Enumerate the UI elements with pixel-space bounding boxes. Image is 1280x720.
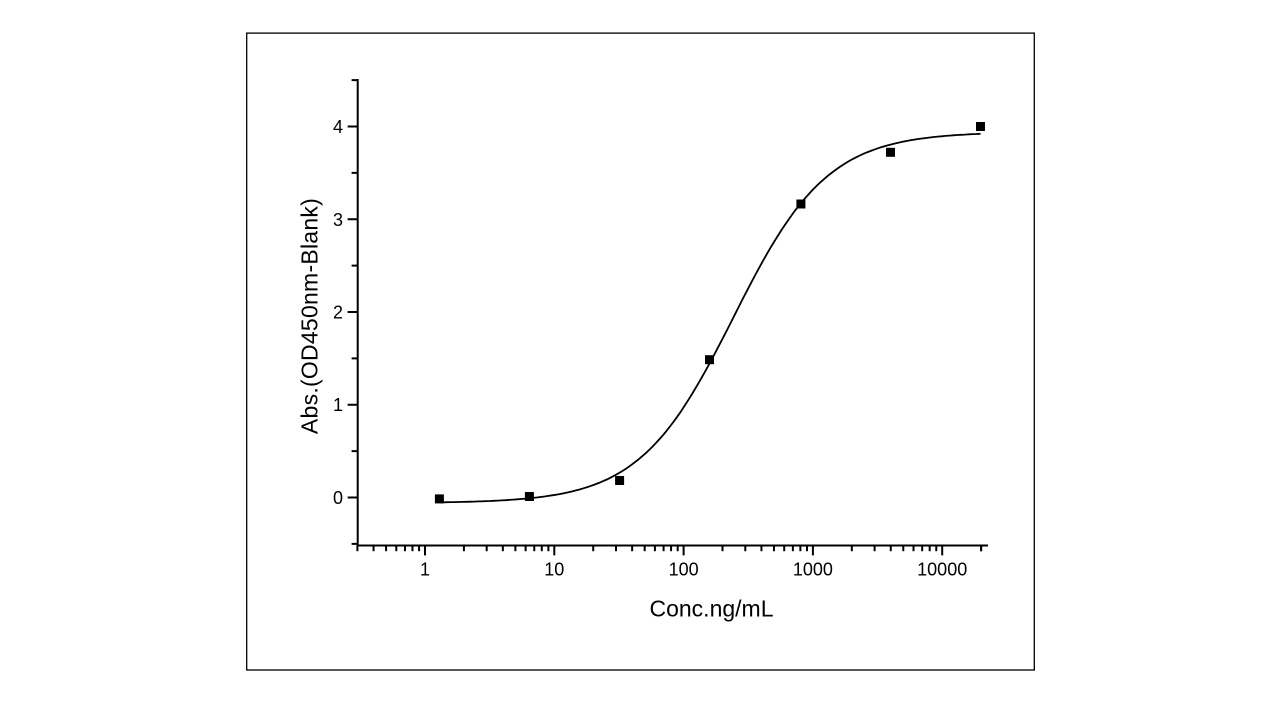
svg-text:0: 0 <box>333 488 343 508</box>
svg-text:2: 2 <box>333 303 343 323</box>
svg-text:10000: 10000 <box>917 560 967 580</box>
svg-text:3: 3 <box>333 210 343 230</box>
svg-text:4: 4 <box>333 117 343 137</box>
svg-text:10: 10 <box>544 560 564 580</box>
svg-text:1: 1 <box>333 395 343 415</box>
svg-text:Conc.ng/mL: Conc.ng/mL <box>649 596 773 622</box>
svg-text:1000: 1000 <box>793 560 833 580</box>
svg-text:Abs.(OD450nm-Blank): Abs.(OD450nm-Blank) <box>297 198 323 434</box>
svg-text:1: 1 <box>420 560 430 580</box>
svg-text:100: 100 <box>669 560 699 580</box>
